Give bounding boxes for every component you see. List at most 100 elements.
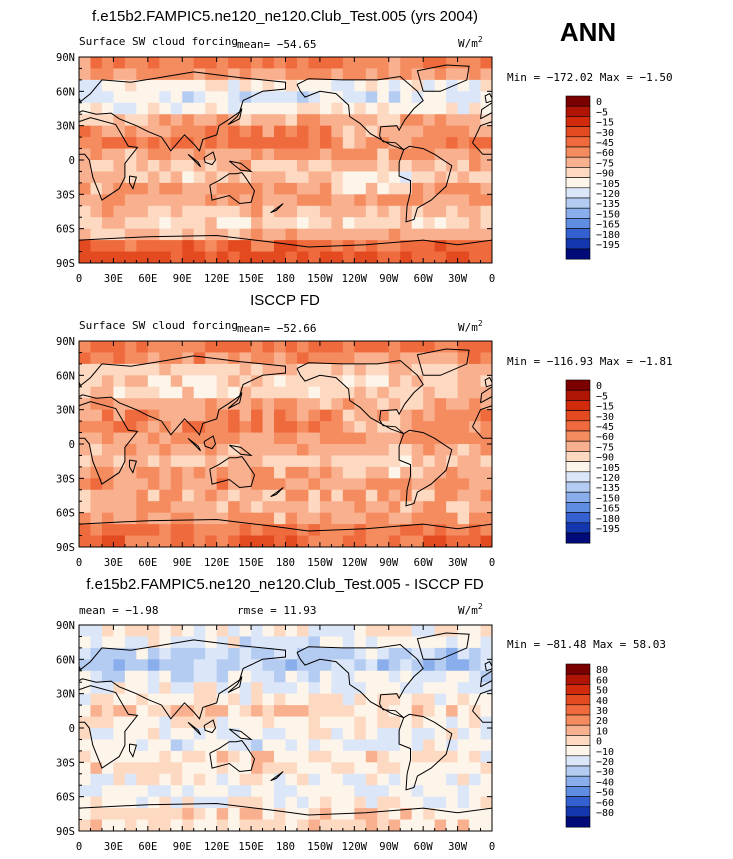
map-cell bbox=[342, 785, 355, 798]
map-cell bbox=[205, 796, 218, 809]
map-cell bbox=[296, 398, 310, 411]
map-cell bbox=[274, 466, 287, 479]
map-cell bbox=[446, 466, 459, 479]
map-cell bbox=[354, 716, 367, 729]
map-cell bbox=[319, 444, 332, 457]
map-cell bbox=[101, 194, 115, 207]
map-cell bbox=[285, 819, 298, 831]
map-cell bbox=[228, 79, 241, 92]
map-cell bbox=[90, 808, 103, 821]
map-cell bbox=[446, 716, 459, 729]
map-cell bbox=[159, 102, 172, 115]
map-cell bbox=[101, 489, 115, 502]
map-cell bbox=[469, 636, 482, 649]
map-cell bbox=[113, 625, 126, 638]
map-cell bbox=[251, 785, 264, 798]
map-cell bbox=[308, 114, 321, 127]
map-cell bbox=[124, 251, 137, 263]
map-cell bbox=[147, 762, 160, 775]
map-cell bbox=[469, 455, 482, 468]
panel-obs-units: W/m2 bbox=[458, 319, 483, 334]
map-cell bbox=[411, 478, 424, 491]
map-cell bbox=[285, 125, 298, 138]
map-cell bbox=[423, 716, 436, 729]
map-cell bbox=[354, 409, 367, 422]
map-cell bbox=[228, 489, 241, 502]
map-cell bbox=[136, 137, 149, 150]
map-cell bbox=[79, 79, 92, 92]
colorbar-box bbox=[565, 663, 591, 675]
map-cell bbox=[400, 785, 413, 798]
map-cell bbox=[365, 466, 378, 479]
coastline bbox=[227, 392, 243, 409]
map-cell bbox=[228, 659, 241, 672]
map-cell bbox=[423, 205, 436, 218]
map-cell bbox=[205, 137, 218, 150]
map-cell bbox=[331, 375, 344, 388]
map-cell bbox=[124, 524, 137, 537]
map-cell bbox=[296, 512, 310, 525]
map-cell bbox=[205, 455, 218, 468]
map-cell bbox=[90, 478, 103, 491]
map-cell bbox=[423, 466, 436, 479]
map-cell bbox=[159, 398, 172, 411]
map-cell bbox=[285, 647, 298, 660]
map-cell bbox=[193, 796, 206, 809]
y-tick-label: 30N bbox=[56, 405, 75, 417]
map-cell bbox=[216, 670, 229, 683]
map-cell bbox=[239, 808, 252, 821]
map-cell bbox=[90, 535, 103, 547]
map-cell bbox=[101, 785, 115, 798]
map-cell bbox=[239, 466, 252, 479]
map-cell bbox=[147, 251, 160, 263]
map-cell bbox=[308, 489, 321, 502]
map-cell bbox=[457, 750, 470, 763]
map-cell bbox=[205, 160, 218, 173]
map-cell bbox=[342, 251, 355, 263]
map-cell bbox=[400, 819, 413, 831]
map-cell bbox=[170, 693, 183, 706]
map-cell bbox=[90, 57, 103, 70]
colorbar-label: 80 bbox=[596, 665, 608, 676]
map-cell bbox=[457, 796, 470, 809]
map-cell bbox=[434, 91, 447, 104]
map-cell bbox=[159, 409, 172, 422]
coastline bbox=[270, 203, 284, 214]
map-cell bbox=[342, 693, 355, 706]
map-cell bbox=[228, 137, 241, 150]
colorbar-label: −75 bbox=[596, 442, 614, 453]
map-cell bbox=[469, 91, 482, 104]
map-cell bbox=[388, 625, 401, 638]
map-cell bbox=[262, 647, 275, 660]
map-cell bbox=[388, 341, 401, 354]
map-cell bbox=[388, 228, 401, 241]
map-cell bbox=[147, 228, 160, 241]
map-cell bbox=[400, 647, 413, 660]
map-cell bbox=[423, 670, 436, 683]
map-cell bbox=[296, 466, 310, 479]
map-cell bbox=[411, 455, 424, 468]
map-cell bbox=[136, 466, 149, 479]
map-cell bbox=[182, 647, 195, 660]
map-cell bbox=[113, 363, 126, 376]
map-cell bbox=[113, 432, 126, 445]
map-cell bbox=[159, 670, 172, 683]
map-cell bbox=[182, 739, 195, 752]
map-cell bbox=[147, 137, 160, 150]
map-cell bbox=[239, 524, 252, 537]
map-cell bbox=[113, 137, 126, 150]
map-cell bbox=[193, 409, 206, 422]
map-cell bbox=[182, 194, 195, 207]
map-cell bbox=[285, 363, 298, 376]
colorbar-label: −195 bbox=[596, 240, 620, 251]
map-cell bbox=[377, 194, 390, 207]
map-cell bbox=[136, 171, 149, 184]
map-cell bbox=[377, 455, 390, 468]
map-cell bbox=[251, 137, 264, 150]
map-cell bbox=[147, 512, 160, 525]
map-cell bbox=[216, 705, 229, 718]
panel-diff-rmse: rmse = 11.93 bbox=[237, 604, 316, 617]
map-cell bbox=[331, 148, 344, 161]
map-cell bbox=[377, 125, 390, 138]
map-cell bbox=[388, 716, 401, 729]
